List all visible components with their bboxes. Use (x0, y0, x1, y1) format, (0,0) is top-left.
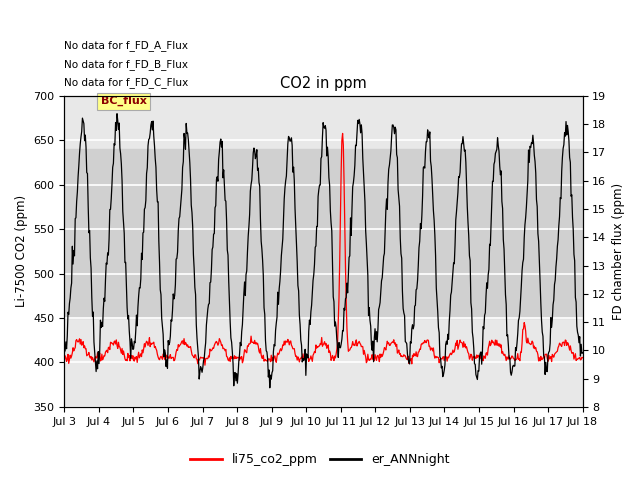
Legend: li75_co2_ppm, er_ANNnight: li75_co2_ppm, er_ANNnight (186, 448, 454, 471)
Text: No data for f_FD_A_Flux: No data for f_FD_A_Flux (65, 40, 188, 51)
Text: No data for f_FD_B_Flux: No data for f_FD_B_Flux (65, 59, 188, 70)
Text: No data for f_FD_C_Flux: No data for f_FD_C_Flux (65, 77, 189, 88)
Text: BC_flux: BC_flux (100, 96, 147, 106)
Title: CO2 in ppm: CO2 in ppm (280, 75, 367, 91)
Bar (65, 149, 582, 318)
Y-axis label: Li-7500 CO2 (ppm): Li-7500 CO2 (ppm) (15, 195, 28, 308)
Y-axis label: FD chamber flux (ppm): FD chamber flux (ppm) (612, 183, 625, 320)
